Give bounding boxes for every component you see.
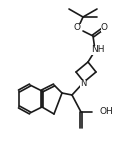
Text: O: O <box>101 22 107 31</box>
Text: N: N <box>80 79 86 88</box>
Text: O: O <box>73 24 81 33</box>
Text: OH: OH <box>99 107 113 116</box>
Text: NH: NH <box>91 45 105 55</box>
